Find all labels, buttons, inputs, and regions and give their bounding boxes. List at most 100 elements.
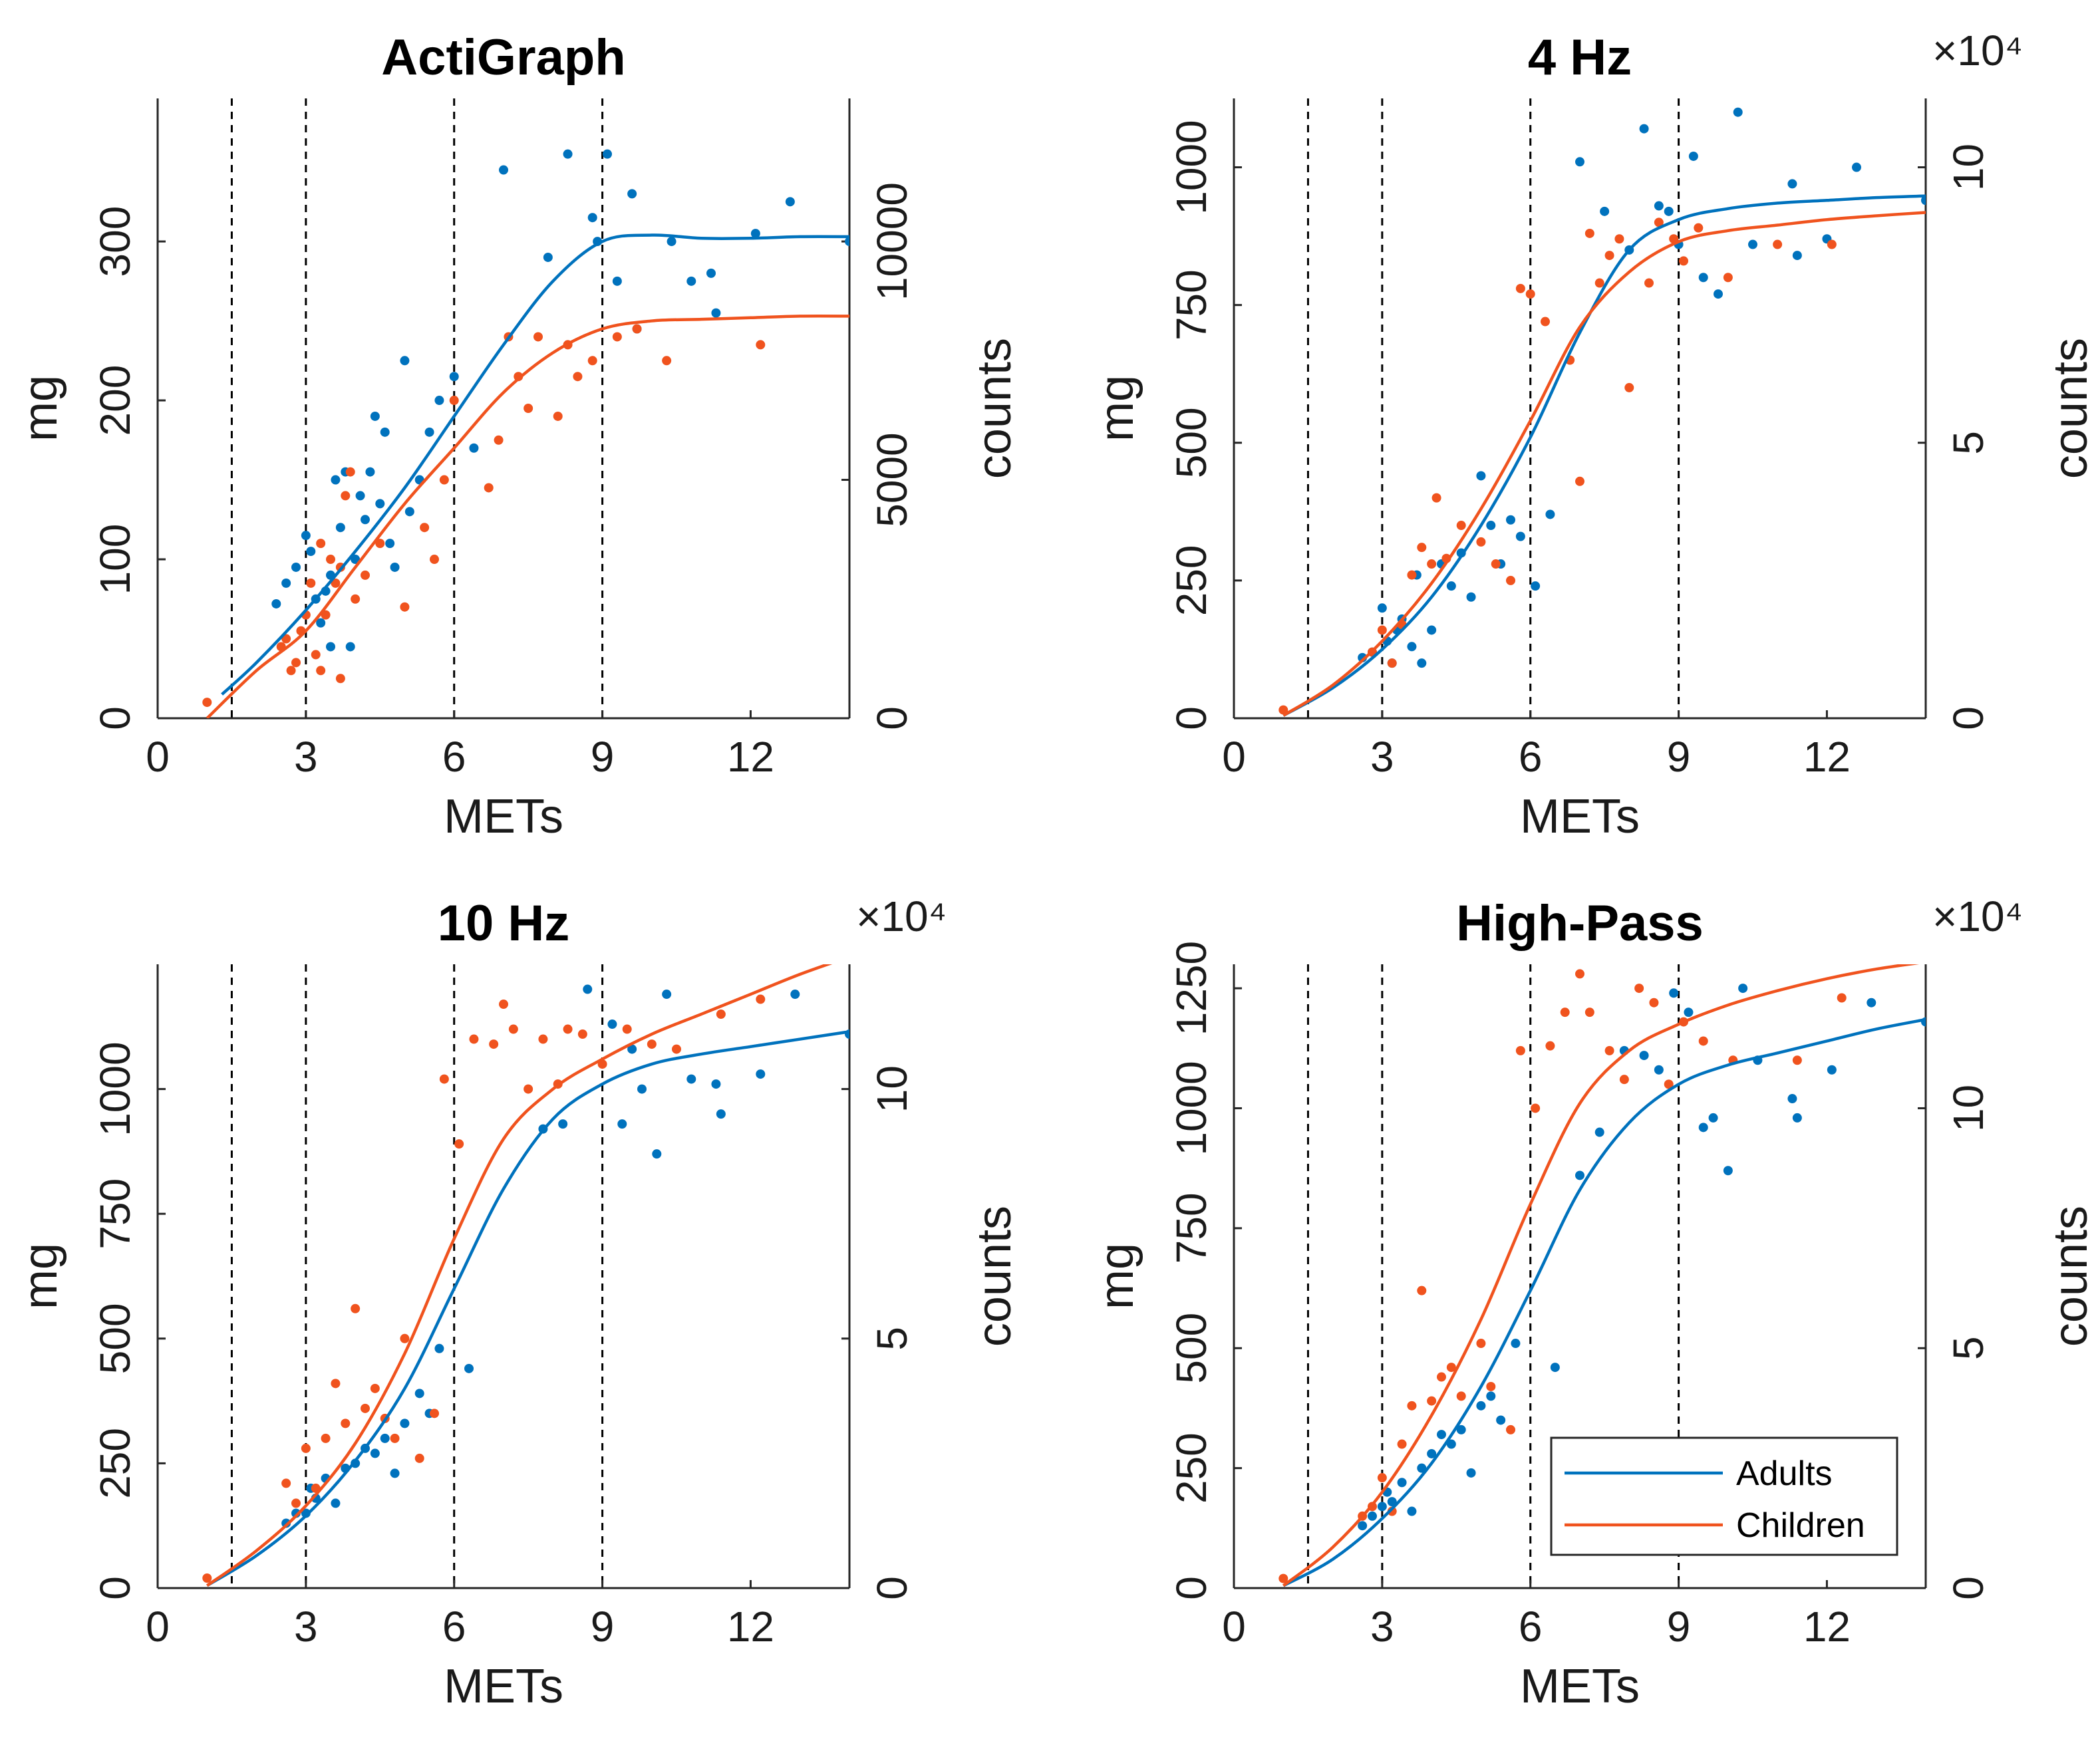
children-point (1560, 1008, 1570, 1017)
children-point (341, 491, 351, 501)
children-point (400, 1333, 410, 1343)
children-point (1525, 289, 1535, 299)
adults-point (785, 197, 795, 207)
x-tick-label: 6 (442, 1603, 466, 1651)
children-point (1506, 575, 1515, 585)
adults-point (1496, 1415, 1506, 1425)
adults-point (1486, 521, 1496, 531)
adults-point (1515, 531, 1525, 541)
children-point (1773, 239, 1783, 249)
adults-point (449, 372, 459, 382)
adults-point (1368, 1511, 1377, 1521)
legend: Adults Children (1550, 1436, 1898, 1556)
panel-actigraph: 0 3 6 9 12 0 100 200 300 0 5000 10000 ActiGraph METs m… (14, 29, 1021, 843)
adults-point (706, 268, 716, 278)
adults-point (563, 149, 573, 159)
children-point (1456, 521, 1466, 531)
adults-point (662, 990, 672, 1000)
adults-point (400, 356, 410, 366)
children-point (612, 332, 622, 342)
x-axis-label: METs (444, 1660, 563, 1713)
children-point (326, 555, 335, 565)
adults-point (756, 1069, 766, 1079)
adults-point (385, 539, 395, 549)
y-tick-label: 250 (1167, 545, 1215, 616)
y2-multiplier: ×10⁴ (856, 892, 947, 940)
children-point (1644, 278, 1654, 288)
y-tick-label: 100 (91, 524, 139, 595)
adults-point (1792, 251, 1802, 261)
children-point (301, 1443, 311, 1453)
chart-title: 4 Hz (1528, 29, 1632, 86)
y2-axis-label: counts (2044, 338, 2097, 479)
adults-point (301, 531, 311, 541)
y2-tick-label: 10 (1944, 1085, 1992, 1132)
children-point (524, 1084, 533, 1094)
adults-point (583, 984, 593, 994)
children-point (524, 404, 533, 413)
x-tick-label: 0 (146, 1603, 170, 1651)
adults-point (1708, 1113, 1718, 1123)
children-point (533, 332, 543, 342)
adults-point (1594, 1127, 1604, 1137)
children-point (1427, 559, 1437, 569)
adults-point (1792, 1113, 1802, 1123)
children-point (1515, 283, 1525, 293)
children-point (577, 1029, 587, 1039)
plot-area (1278, 107, 1926, 717)
adults-point (1714, 289, 1723, 299)
adults-point (331, 1498, 341, 1508)
children-point (1278, 705, 1288, 715)
children-point (1584, 228, 1594, 238)
y2-tick-label: 0 (868, 1576, 916, 1600)
plot-area (202, 149, 849, 718)
adults-point (667, 237, 676, 247)
children-point (316, 539, 326, 549)
children-point (508, 1024, 518, 1034)
children-point (1654, 217, 1664, 227)
y-tick-label: 0 (1167, 706, 1215, 730)
children-point (1624, 382, 1634, 392)
children-point (494, 435, 504, 445)
x-tick-label: 3 (294, 733, 318, 781)
children-point (420, 523, 430, 533)
y-tick-label: 500 (91, 1303, 139, 1374)
children-point (361, 1403, 370, 1413)
adults-fit-line (1282, 194, 1926, 717)
adults-point (1575, 1170, 1584, 1180)
children-point (286, 666, 296, 676)
chart-title: 10 Hz (438, 895, 570, 952)
adults-point (414, 1389, 424, 1399)
chart-title: ActiGraph (381, 29, 625, 86)
children-point (281, 1478, 291, 1488)
x-tick-label: 6 (442, 733, 466, 781)
y2-axis-label: counts (968, 338, 1021, 479)
children-point (321, 610, 331, 620)
adults-point (716, 1109, 726, 1119)
y2-tick-label: 10000 (868, 182, 916, 301)
adults-point (281, 578, 291, 588)
panel-4-hz: 0 3 6 9 12 0 250 500 750 1000 0 5 10 4 Hz METs mg counts… (1090, 27, 2097, 843)
adults-point (1377, 1502, 1387, 1512)
children-point (1694, 223, 1704, 233)
adults-point (1827, 1065, 1837, 1075)
x-tick-label: 3 (1370, 1603, 1394, 1651)
children-point (335, 674, 345, 684)
adults-point (1698, 273, 1708, 283)
children-point (1278, 1573, 1288, 1583)
children-fit-line (1282, 964, 1920, 1587)
adults-point (1486, 1391, 1496, 1401)
children-point (1541, 317, 1550, 327)
adults-point (316, 618, 326, 628)
children-point (1387, 658, 1397, 668)
children-fit-line (1282, 211, 1926, 717)
adults-point (1427, 625, 1437, 635)
adults-point (1466, 1468, 1476, 1478)
adults-point (1358, 1521, 1368, 1531)
adults-point (1407, 642, 1417, 652)
adults-point (652, 1149, 662, 1159)
children-point (1491, 559, 1501, 569)
adults-point (326, 642, 335, 652)
y2-tick-label: 10 (1944, 144, 1992, 191)
adults-point (1417, 658, 1427, 668)
